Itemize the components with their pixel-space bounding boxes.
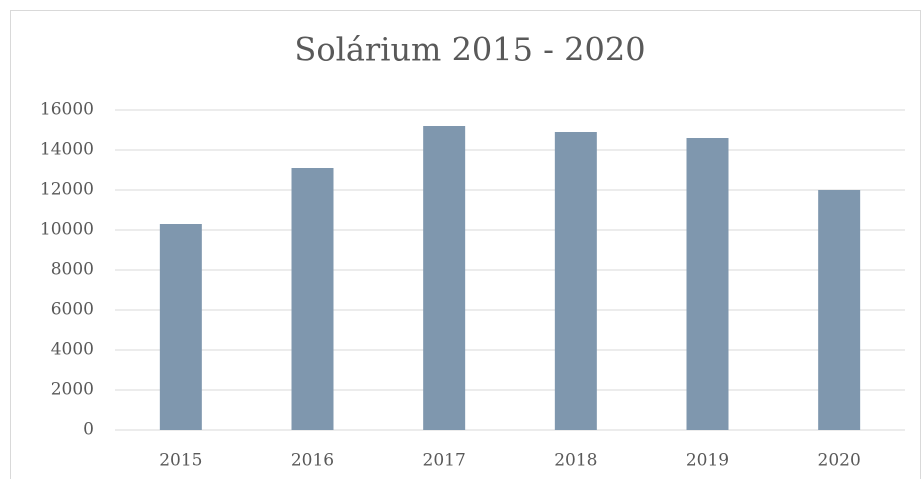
- bar: [291, 168, 334, 430]
- y-tick-label: 6000: [51, 300, 94, 320]
- y-tick-label: 16000: [40, 100, 94, 120]
- bar: [686, 138, 729, 430]
- x-tick-label: 2017: [423, 451, 466, 471]
- y-tick-label: 14000: [40, 140, 94, 160]
- bar: [423, 126, 466, 430]
- y-tick-label: 0: [83, 420, 94, 440]
- chart-title: Solárium 2015 - 2020: [294, 31, 645, 69]
- y-tick-label: 4000: [51, 340, 94, 360]
- x-tick-label: 2019: [686, 451, 729, 471]
- x-tick-label: 2018: [554, 451, 597, 471]
- bar: [818, 190, 861, 430]
- bar: [554, 132, 597, 430]
- y-tick-label: 8000: [51, 260, 94, 280]
- x-tick-label: 2016: [291, 451, 334, 471]
- x-tick-label: 2015: [159, 451, 202, 471]
- chart-frame: [10, 10, 921, 479]
- y-tick-label: 10000: [40, 220, 94, 240]
- x-tick-label: 2020: [818, 451, 861, 471]
- y-tick-label: 2000: [51, 380, 94, 400]
- bar: [159, 224, 202, 430]
- y-tick-label: 12000: [40, 180, 94, 200]
